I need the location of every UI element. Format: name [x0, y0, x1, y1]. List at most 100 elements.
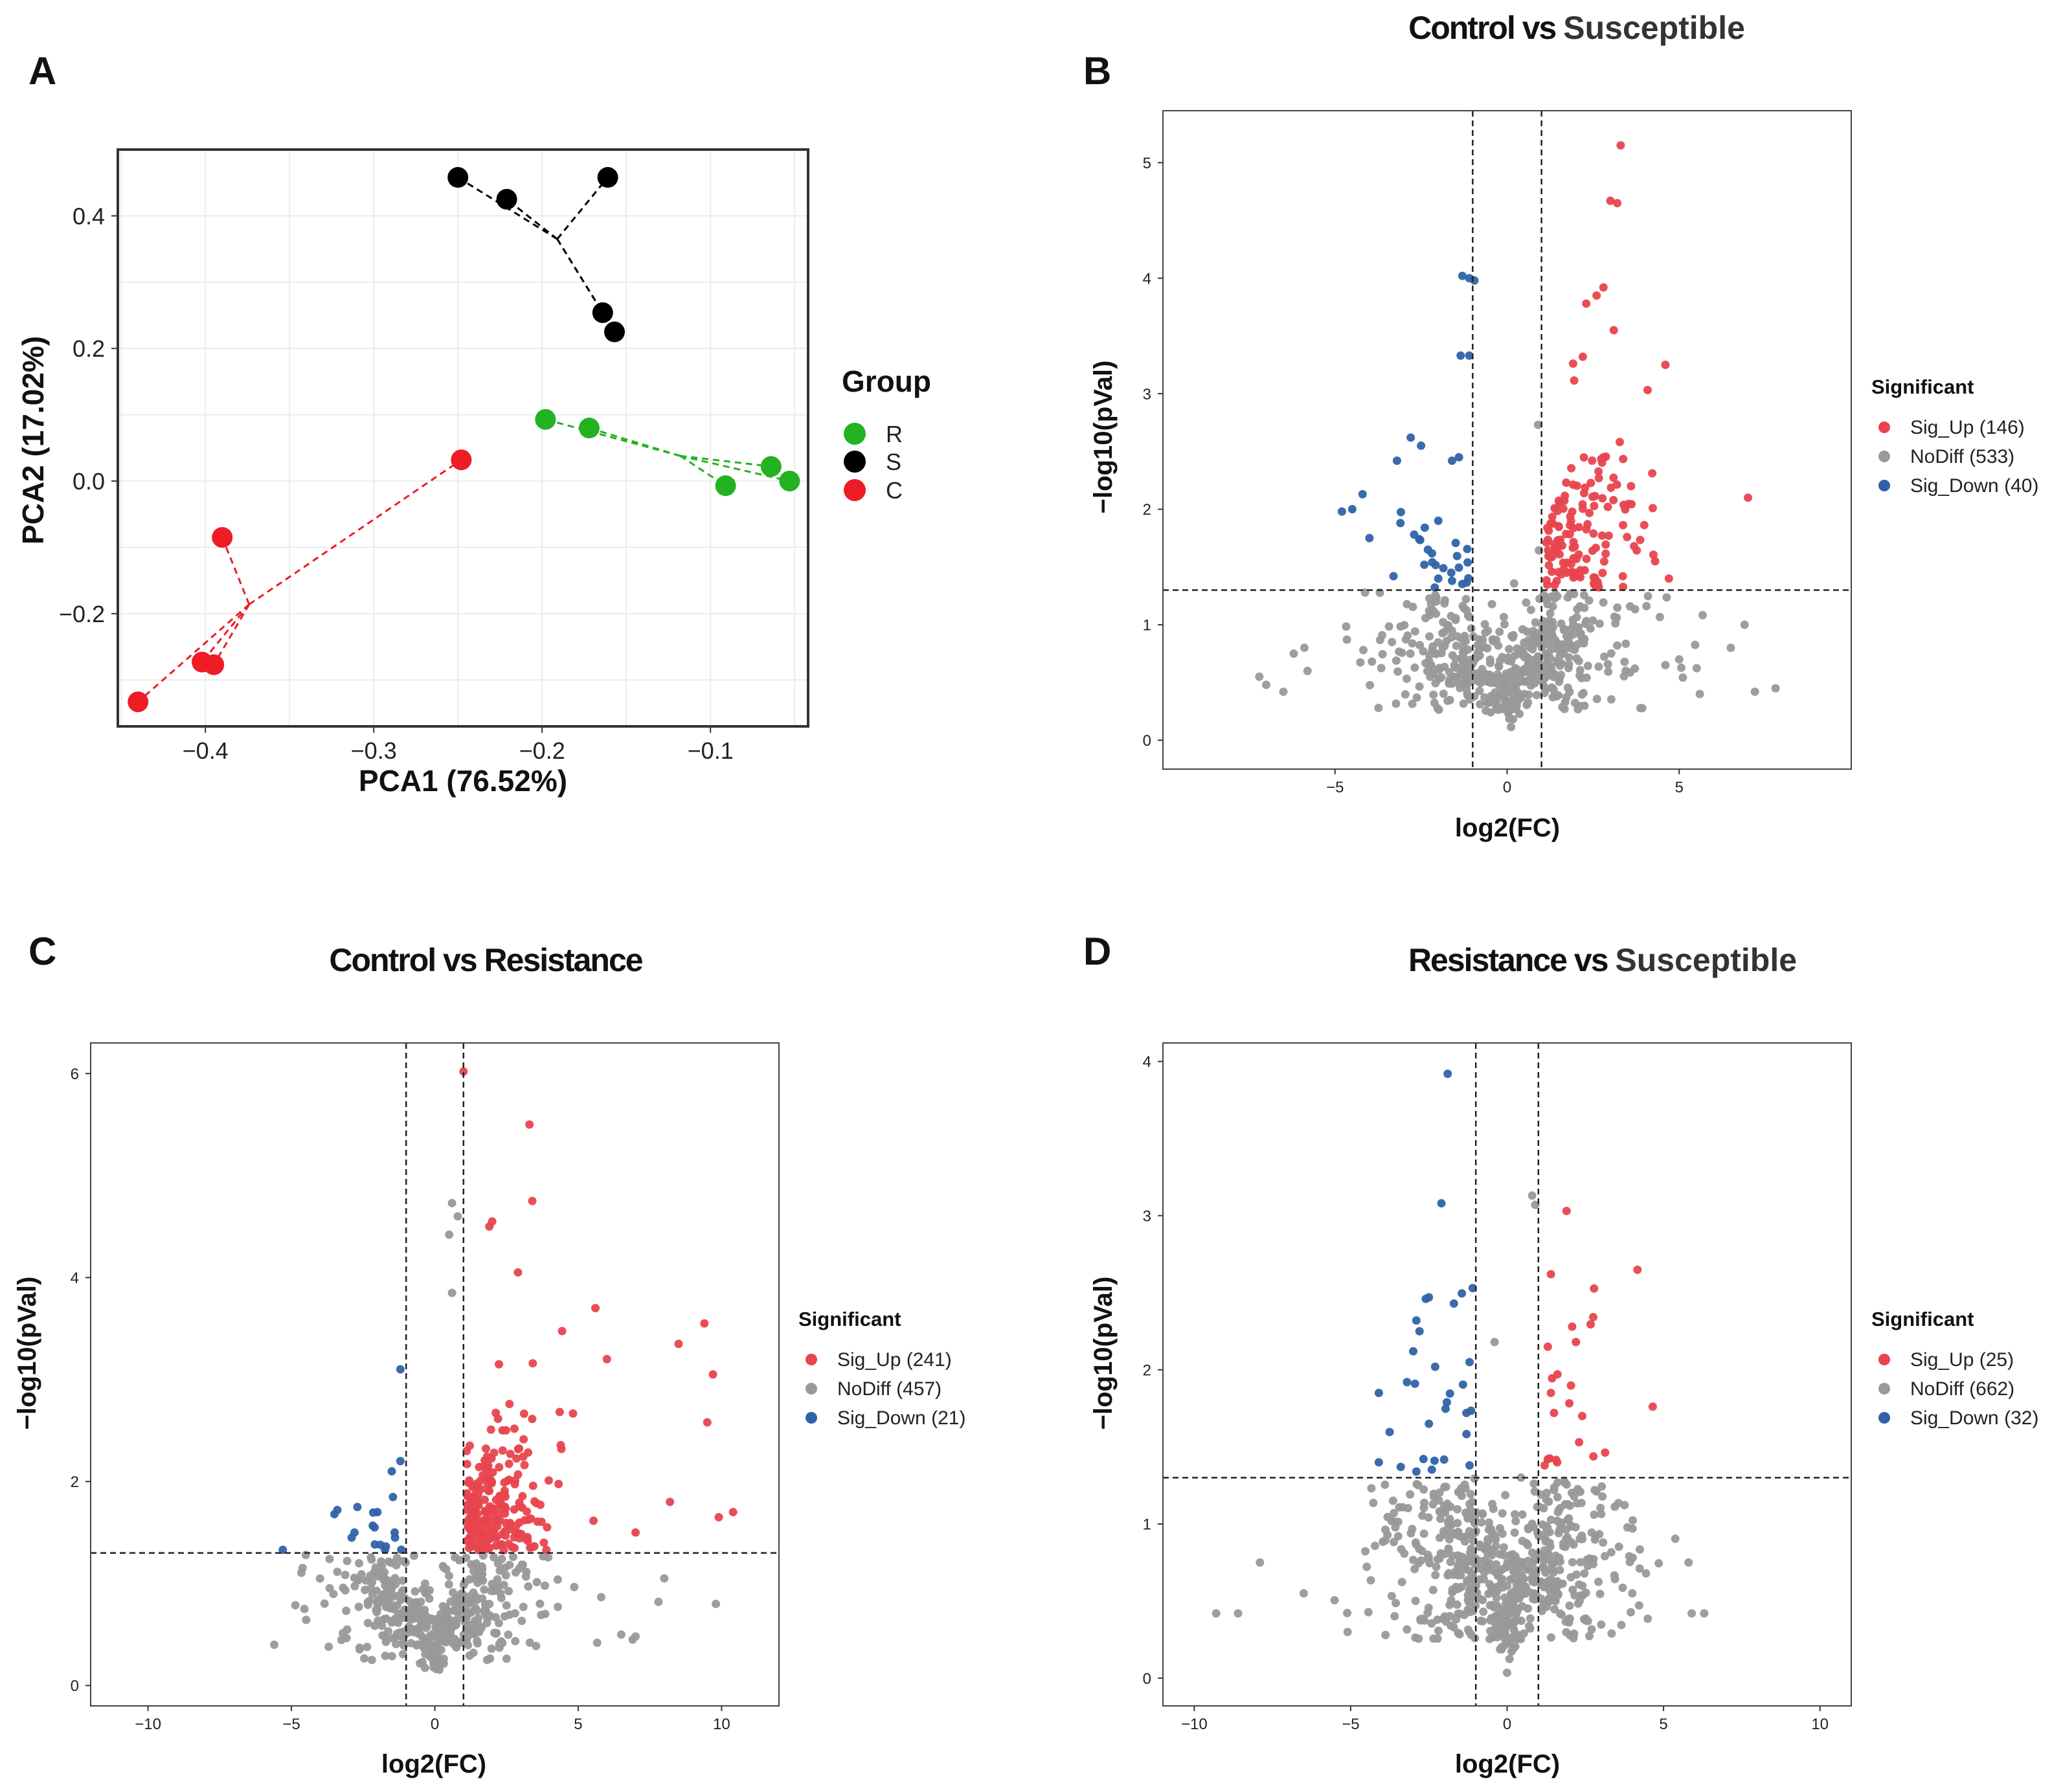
- x-ticks-a: −0.4 −0.3 −0.2 −0.1: [183, 726, 734, 764]
- point-up: [700, 1319, 709, 1328]
- point-nodiff: [400, 1593, 409, 1602]
- point-nodiff: [1572, 1570, 1581, 1579]
- point-up: [1562, 1207, 1571, 1216]
- point-nodiff: [1532, 691, 1541, 700]
- point-up: [511, 1528, 520, 1537]
- point-nodiff: [1483, 675, 1492, 684]
- point-up: [528, 1481, 537, 1490]
- point-nodiff: [660, 1574, 669, 1583]
- point-up: [591, 1304, 600, 1313]
- point-nodiff: [1621, 639, 1630, 648]
- point-up: [480, 1461, 489, 1470]
- point-nodiff: [1455, 1630, 1464, 1639]
- point-nodiff: [1424, 1603, 1433, 1612]
- point-down: [1430, 1362, 1439, 1371]
- point-up: [728, 1508, 738, 1517]
- point-up: [1550, 1409, 1559, 1418]
- point-up: [631, 1528, 640, 1537]
- point-up: [1562, 478, 1571, 487]
- point-nodiff: [447, 1288, 457, 1297]
- connector-line-c: [212, 603, 251, 666]
- point-nodiff: [381, 1637, 390, 1646]
- point-nodiff: [355, 1559, 364, 1568]
- point-nodiff: [524, 1582, 533, 1591]
- pca-point-s: [597, 167, 618, 188]
- point-up: [468, 1495, 477, 1505]
- point-up: [1551, 546, 1560, 555]
- point-nodiff: [553, 1575, 562, 1584]
- point-down: [1412, 1467, 1421, 1476]
- point-nodiff: [1383, 1512, 1392, 1521]
- point-nodiff: [1528, 1558, 1537, 1567]
- point-up: [1562, 568, 1571, 577]
- point-nodiff: [1432, 593, 1441, 602]
- legend-key-nodiff-c: [806, 1383, 817, 1394]
- point-nodiff: [1410, 627, 1419, 636]
- point-nodiff: [1434, 705, 1443, 714]
- point-nodiff: [1610, 612, 1619, 622]
- point-nodiff: [537, 1611, 546, 1620]
- point-nodiff: [1526, 681, 1535, 690]
- point-nodiff: [1371, 1541, 1380, 1551]
- point-nodiff: [1390, 1612, 1399, 1621]
- point-down: [1392, 456, 1401, 465]
- point-nodiff: [419, 1617, 428, 1626]
- point-up: [1542, 576, 1551, 585]
- legend-key-up-d: [1878, 1354, 1890, 1365]
- point-down: [1434, 516, 1443, 525]
- point-nodiff: [1289, 649, 1298, 658]
- point-nodiff: [1343, 1609, 1352, 1618]
- x-ticks-d: −10 −5 0 5 10: [1181, 1706, 1829, 1733]
- point-nodiff: [436, 1637, 445, 1646]
- point-nodiff: [1425, 594, 1434, 603]
- point-nodiff: [1436, 1514, 1445, 1523]
- point-nodiff: [1528, 639, 1537, 648]
- point-up: [1586, 1320, 1595, 1329]
- point-up: [462, 1446, 471, 1455]
- point-nodiff: [459, 1580, 468, 1589]
- point-nodiff: [521, 1572, 530, 1581]
- point-nodiff: [1569, 645, 1578, 654]
- point-nodiff: [1627, 1607, 1636, 1617]
- point-nodiff: [1546, 1574, 1555, 1584]
- point-nodiff: [1342, 622, 1351, 631]
- point-up: [1649, 550, 1658, 559]
- point-up: [504, 1540, 513, 1549]
- point-nodiff: [1507, 657, 1516, 666]
- point-nodiff: [1655, 612, 1664, 622]
- point-nodiff: [1419, 1529, 1428, 1538]
- point-down: [1445, 1389, 1454, 1398]
- point-nodiff: [1485, 1601, 1494, 1610]
- point-nodiff: [1383, 1530, 1392, 1540]
- point-nodiff: [1678, 673, 1687, 682]
- point-nodiff: [1392, 656, 1401, 665]
- x-tick-label: −0.4: [183, 737, 229, 764]
- point-nodiff: [504, 1587, 513, 1596]
- legend-b: Significant Sig_Up (146) NoDiff (533) Si…: [1871, 375, 2038, 497]
- point-nodiff: [491, 1630, 501, 1639]
- legend-label-nodiff-b: NoDiff (533): [1910, 446, 2014, 467]
- point-nodiff: [379, 1574, 388, 1584]
- point-nodiff: [1544, 1594, 1553, 1603]
- point-up: [1548, 1374, 1557, 1383]
- point-nodiff: [1511, 1615, 1520, 1624]
- point-nodiff: [469, 1623, 479, 1632]
- point-up: [506, 1450, 515, 1459]
- threshold-lines-c: [91, 1043, 779, 1706]
- point-nodiff: [1557, 619, 1566, 628]
- point-nodiff: [1544, 1497, 1553, 1506]
- point-up: [1643, 385, 1652, 394]
- point-up: [543, 1523, 552, 1532]
- y-ticks-c: 0 2 4 6: [71, 1066, 91, 1695]
- point-nodiff: [1434, 1626, 1443, 1635]
- point-up: [1589, 529, 1598, 538]
- point-up: [542, 1545, 551, 1554]
- point-nodiff: [501, 1571, 510, 1580]
- point-up: [485, 1222, 494, 1231]
- point-nodiff: [1303, 666, 1312, 675]
- point-up: [486, 1425, 495, 1434]
- point-nodiff: [1411, 1596, 1420, 1606]
- pca-point-c: [451, 449, 472, 471]
- point-nodiff: [1643, 592, 1652, 601]
- y-tick-label: 4: [1143, 1053, 1151, 1071]
